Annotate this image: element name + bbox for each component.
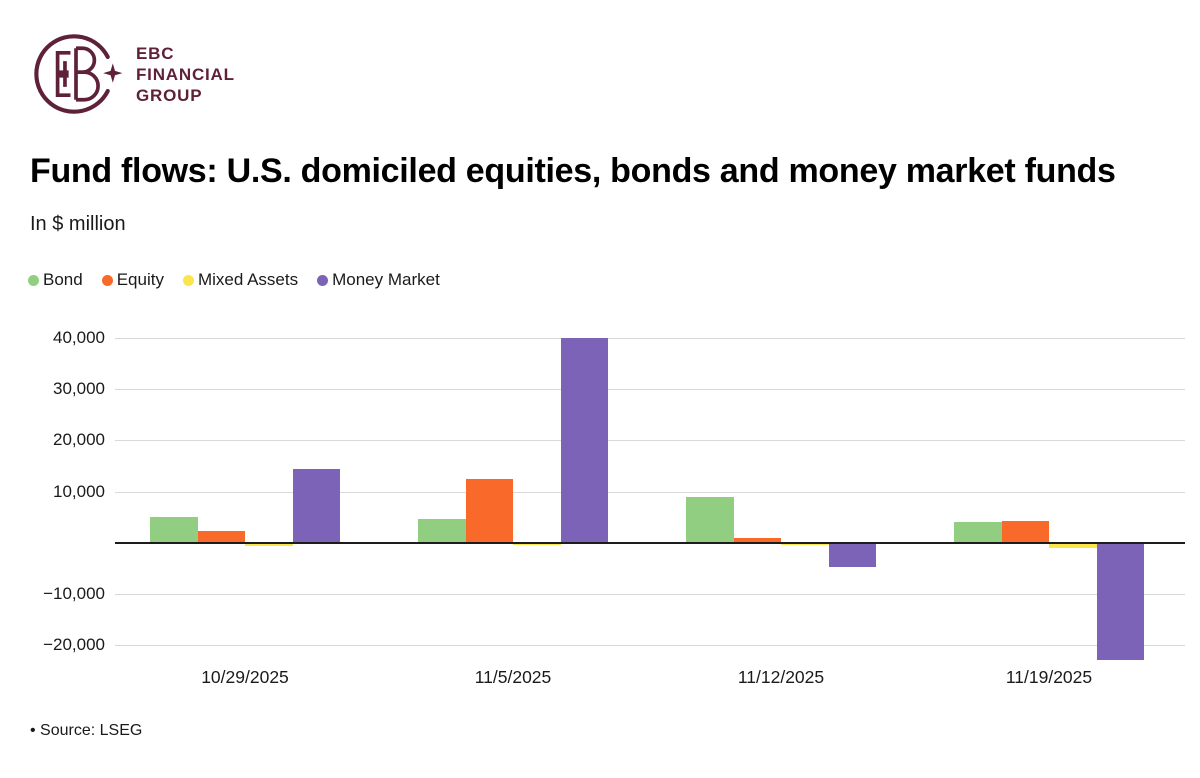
bar-mixed-assets bbox=[513, 542, 561, 546]
bar-chart: 40,000 30,000 20,000 10,000 −10,000 −20,000 10… bbox=[0, 328, 1200, 698]
legend-label: Money Market bbox=[332, 270, 440, 289]
legend-label: Equity bbox=[116, 270, 164, 289]
y-axis-tick-label: 10,000 bbox=[53, 481, 105, 501]
brand-logo: EBC FINANCIAL GROUP bbox=[30, 28, 235, 120]
bar-bond bbox=[954, 522, 1002, 543]
x-axis-label: 11/12/2025 bbox=[737, 667, 825, 687]
bar-mixed-assets bbox=[781, 542, 829, 546]
bar-equity bbox=[1001, 520, 1049, 543]
x-axis-label: 10/29/2025 bbox=[201, 667, 289, 687]
gridline bbox=[115, 645, 1185, 646]
chart-subtitle: In $ million bbox=[30, 213, 126, 235]
gridline bbox=[115, 593, 1185, 595]
bar-money-market bbox=[828, 542, 876, 567]
source-note: • Source: LSEG bbox=[30, 722, 143, 739]
legend-dot-icon bbox=[101, 274, 113, 286]
bar-mixed-assets bbox=[245, 542, 293, 547]
bar-equity bbox=[733, 537, 781, 543]
y-axis-tick-label: 30,000 bbox=[53, 379, 105, 399]
gridline bbox=[115, 389, 1185, 391]
bar-bond bbox=[686, 496, 734, 543]
y-axis-tick-label: −10,000 bbox=[43, 583, 105, 603]
brand-line-2: FINANCIAL bbox=[136, 64, 235, 84]
legend-dot-icon bbox=[182, 274, 194, 286]
brand-line-1: EBC bbox=[136, 43, 175, 63]
zero-axis-line bbox=[115, 541, 1185, 544]
bar-equity bbox=[197, 530, 245, 543]
plot-area bbox=[115, 338, 1185, 661]
bar-bond bbox=[150, 517, 198, 543]
chart-legend: Bond Equity Mixed Assets Money Market bbox=[28, 270, 440, 290]
bar-mixed-assets bbox=[1049, 542, 1097, 548]
x-axis-label: 11/5/2025 bbox=[474, 667, 552, 687]
bar-equity bbox=[465, 479, 513, 543]
bar-money-market bbox=[1096, 542, 1144, 661]
x-axis-label: 11/19/2025 bbox=[1005, 667, 1093, 687]
gridline bbox=[115, 440, 1185, 442]
legend-item-equity: Equity bbox=[101, 270, 164, 290]
bar-money-market bbox=[292, 468, 340, 543]
legend-dot-icon bbox=[317, 274, 329, 286]
legend-label: Mixed Assets bbox=[197, 270, 299, 289]
bar-bond bbox=[418, 518, 466, 543]
brand-line-3: GROUP bbox=[136, 85, 203, 105]
y-axis-tick-label: −20,000 bbox=[43, 635, 105, 654]
legend-item-mixed-assets: Mixed Assets bbox=[182, 270, 299, 290]
gridline bbox=[115, 338, 1185, 339]
legend-dot-icon bbox=[28, 274, 39, 286]
ebc-logo-icon bbox=[34, 34, 122, 114]
legend-item-bond: Bond bbox=[28, 270, 83, 290]
brand-wordmark: EBC FINANCIAL GROUP bbox=[136, 43, 235, 106]
bar-money-market bbox=[560, 338, 608, 543]
y-axis-tick-label: 40,000 bbox=[53, 328, 105, 347]
page-title: Fund flows: U.S. domiciled equities, bon… bbox=[30, 152, 1116, 190]
legend-label: Bond bbox=[43, 270, 83, 289]
y-axis-tick-label: 20,000 bbox=[53, 430, 105, 450]
legend-item-money-market: Money Market bbox=[317, 270, 440, 290]
gridline bbox=[115, 491, 1185, 493]
